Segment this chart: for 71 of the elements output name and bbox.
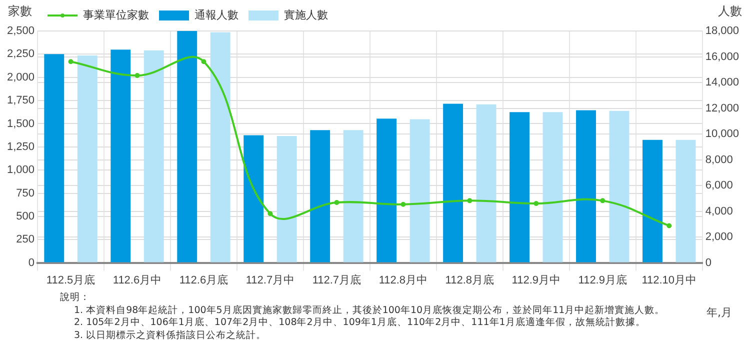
legend-label: 通報人數 xyxy=(194,8,239,22)
bar xyxy=(576,110,596,262)
bar xyxy=(609,110,630,262)
y-tick-label: 2,500 xyxy=(6,25,35,38)
bar xyxy=(310,130,330,262)
y-tick-label: 2,000 xyxy=(6,71,35,84)
point xyxy=(201,59,206,64)
bar xyxy=(376,118,397,262)
x-tick-label: 112.7月中 xyxy=(246,273,295,286)
point xyxy=(268,211,273,216)
y2-tick-label: 0 xyxy=(705,256,712,269)
y2-tick-label: 12,000 xyxy=(705,102,740,114)
y2-tick-label: 18,000 xyxy=(705,25,740,38)
legend-label: 實施人數 xyxy=(284,8,328,22)
y-tick-label: 1,500 xyxy=(6,118,35,130)
y-tick-label: 500 xyxy=(16,210,35,222)
x-tick-label: 112.10月中 xyxy=(642,273,697,286)
text: 2. 105年2月中、106年1月底、107年2月中、108年2月中、109年1月底、110年2月中、111年1月底適逢年假，故無統計數據。 xyxy=(73,317,646,330)
x-axis-title: 年,月 xyxy=(706,305,732,320)
y-tick-label: 1,000 xyxy=(6,164,35,176)
text: 說明： xyxy=(60,292,91,304)
point xyxy=(68,59,74,64)
y-tick-label: 750 xyxy=(16,187,35,200)
bar xyxy=(410,119,430,262)
point xyxy=(134,73,140,78)
bar xyxy=(177,31,198,262)
bar xyxy=(542,112,563,262)
x-tick-label: 112.6月中 xyxy=(112,273,162,286)
bar xyxy=(443,104,464,262)
x-tick-label: 112.8月底 xyxy=(445,273,494,286)
text: 1. 本資料自98年起統計，100年5月底因實施家數歸零而終止，其後於100年10月底恢復定期公布，並於同年11月中起新增實施人數。 xyxy=(73,304,665,317)
y-tick-label: 250 xyxy=(16,234,35,246)
y2-tick-label: 8,000 xyxy=(705,154,733,166)
x-tick-label: 112.9月底 xyxy=(578,273,627,286)
y2-axis-title: 人數 xyxy=(718,4,742,18)
bar xyxy=(276,136,297,262)
y2-tick-label: 4,000 xyxy=(705,205,733,218)
bar xyxy=(510,112,530,262)
y-axis-title: 家數 xyxy=(8,4,32,18)
point xyxy=(666,223,672,228)
x-tick-label: 112.7月底 xyxy=(312,273,362,286)
bar xyxy=(110,50,131,262)
y2-tick-label: 10,000 xyxy=(705,128,740,140)
x-tick-label: 112.8月中 xyxy=(378,273,428,286)
bar xyxy=(77,55,98,262)
legend-label: 事業單位家數 xyxy=(83,8,150,22)
bar xyxy=(476,104,496,262)
point xyxy=(534,200,539,206)
bar xyxy=(244,135,264,262)
y2-tick-label: 6,000 xyxy=(705,180,733,192)
y-tick-label: 2,250 xyxy=(6,48,35,60)
point xyxy=(600,198,606,204)
y-tick-label: 0 xyxy=(28,256,35,269)
bar xyxy=(210,32,230,262)
x-tick-label: 112.6月底 xyxy=(179,273,228,286)
x-tick-label: 112.9月中 xyxy=(512,273,561,286)
y2-tick-label: 14,000 xyxy=(705,76,740,89)
y2-tick-label: 2,000 xyxy=(705,231,733,244)
bar xyxy=(44,54,64,262)
point xyxy=(467,198,472,204)
y-tick-label: 1,250 xyxy=(6,140,35,153)
bar xyxy=(144,50,164,262)
text: 3. 以日期標示之資料係指該日公布之統計。 xyxy=(73,330,268,342)
point xyxy=(334,200,340,206)
bar xyxy=(676,140,696,262)
bar xyxy=(343,130,364,262)
x-tick-label: 112.5月底 xyxy=(46,273,96,286)
bar xyxy=(642,140,662,262)
y-tick-label: 1,750 xyxy=(6,94,35,107)
y2-tick-label: 16,000 xyxy=(705,50,740,63)
point xyxy=(400,202,406,207)
